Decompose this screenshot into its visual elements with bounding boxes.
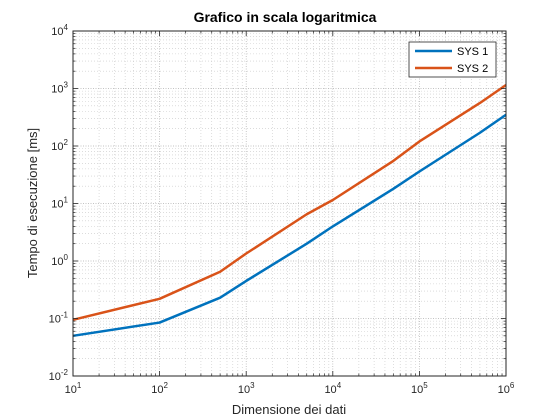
x-tick-label: 106 <box>498 381 515 396</box>
y-tick-label: 103 <box>51 81 68 96</box>
legend-label-sys-2: SYS 2 <box>457 63 488 75</box>
y-tick-label: 100 <box>51 253 68 268</box>
y-tick-labels: 10-2 10-1 100 101 102 103 104 <box>49 23 69 383</box>
legend: SYS 1 SYS 2 <box>408 41 497 78</box>
series-line-sys-1 <box>72 113 507 338</box>
y-tick-label: 101 <box>51 196 68 211</box>
x-tick-label: 102 <box>151 381 168 396</box>
y-tick-label: 10-2 <box>49 368 69 383</box>
y-tick-label: 102 <box>51 138 68 153</box>
y-tick-label: 10-1 <box>49 311 69 326</box>
x-tick-label: 103 <box>238 381 255 396</box>
y-tick-label: 104 <box>51 23 68 38</box>
series-layer <box>72 83 507 338</box>
x-tick-label: 105 <box>411 381 428 396</box>
legend-label-sys-1: SYS 1 <box>457 46 488 58</box>
y-axis-label: Tempo di esecuzione [ms] <box>25 128 40 278</box>
series-line-sys-2 <box>72 83 507 321</box>
ticks-layer <box>72 30 507 377</box>
x-tick-label: 104 <box>324 381 341 396</box>
chart-title: Grafico in scala logaritmica <box>194 9 377 25</box>
x-axis-label: Dimensione dei dati <box>232 402 346 417</box>
x-tick-label: 101 <box>65 381 82 396</box>
legend-box <box>408 41 497 78</box>
x-tick-labels: 101 102 103 104 105 106 <box>65 381 515 396</box>
